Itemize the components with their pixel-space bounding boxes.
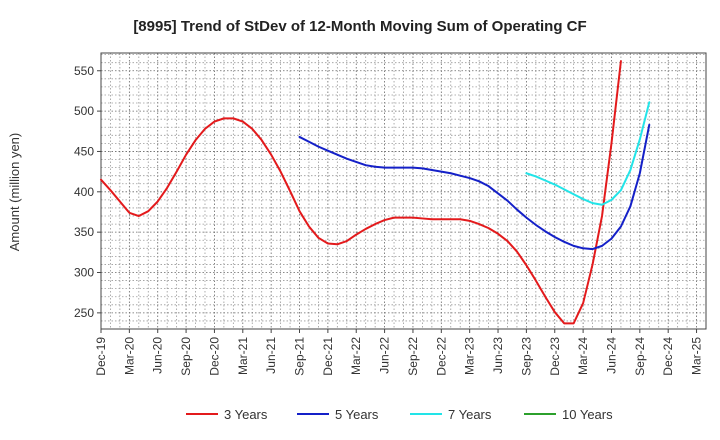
y-tick-label: 550 xyxy=(74,64,94,78)
x-tick-label: Mar-24 xyxy=(576,337,590,375)
y-tick-label: 450 xyxy=(74,144,94,158)
x-tick-label: Jun-22 xyxy=(378,337,392,374)
y-tick-label: 400 xyxy=(74,185,94,199)
x-tick-label: Dec-24 xyxy=(661,337,675,376)
y-tick-label: 500 xyxy=(74,104,94,118)
grid xyxy=(101,53,706,330)
legend-label: 7 Years xyxy=(448,407,492,422)
series-group xyxy=(100,60,651,325)
x-tick-label: Jun-23 xyxy=(491,337,505,374)
x-tick-label: Dec-22 xyxy=(434,337,448,376)
x-axis: Dec-19 Mar-20 Jun-20 Sep-20 Dec-20 Mar-21 Jun-… xyxy=(94,329,704,376)
x-tick-label: Dec-23 xyxy=(548,337,562,376)
x-tick-label: Mar-23 xyxy=(463,337,477,375)
x-tick-label: Sep-21 xyxy=(293,337,307,376)
y-tick-label: 250 xyxy=(74,306,94,320)
series-line-3-years xyxy=(100,60,622,325)
x-tick-label: Jun-21 xyxy=(264,337,278,374)
legend-label: 5 Years xyxy=(335,407,379,422)
legend: 3 Years 5 Years 7 Years 10 Years xyxy=(186,407,613,422)
y-axis: 250 300 350 400 450 500 550 xyxy=(74,64,101,320)
x-tick-label: Dec-20 xyxy=(207,337,221,376)
x-tick-label: Sep-20 xyxy=(179,337,193,376)
x-tick-label: Mar-20 xyxy=(122,337,136,375)
x-tick-label: Dec-19 xyxy=(94,337,108,376)
x-tick-label: Dec-21 xyxy=(321,337,335,376)
x-tick-label: Sep-22 xyxy=(406,337,420,376)
series-line-7-years xyxy=(525,101,651,206)
x-tick-label: Jun-24 xyxy=(604,337,618,374)
x-tick-label: Sep-24 xyxy=(633,337,647,376)
x-tick-label: Mar-21 xyxy=(236,337,250,375)
legend-label: 10 Years xyxy=(562,407,613,422)
x-tick-label: Jun-20 xyxy=(151,337,165,374)
legend-label: 3 Years xyxy=(224,407,268,422)
x-tick-label: Sep-23 xyxy=(519,337,533,376)
y-tick-label: 350 xyxy=(74,225,94,239)
x-tick-label: Mar-22 xyxy=(349,337,363,375)
chart-title: [8995] Trend of StDev of 12-Month Moving… xyxy=(133,18,586,35)
plot-area xyxy=(100,52,707,330)
y-tick-label: 300 xyxy=(74,266,94,280)
series-line-5-years xyxy=(298,123,651,251)
x-tick-label: Mar-25 xyxy=(690,337,704,375)
y-axis-label: Amount (million yen) xyxy=(7,133,22,252)
